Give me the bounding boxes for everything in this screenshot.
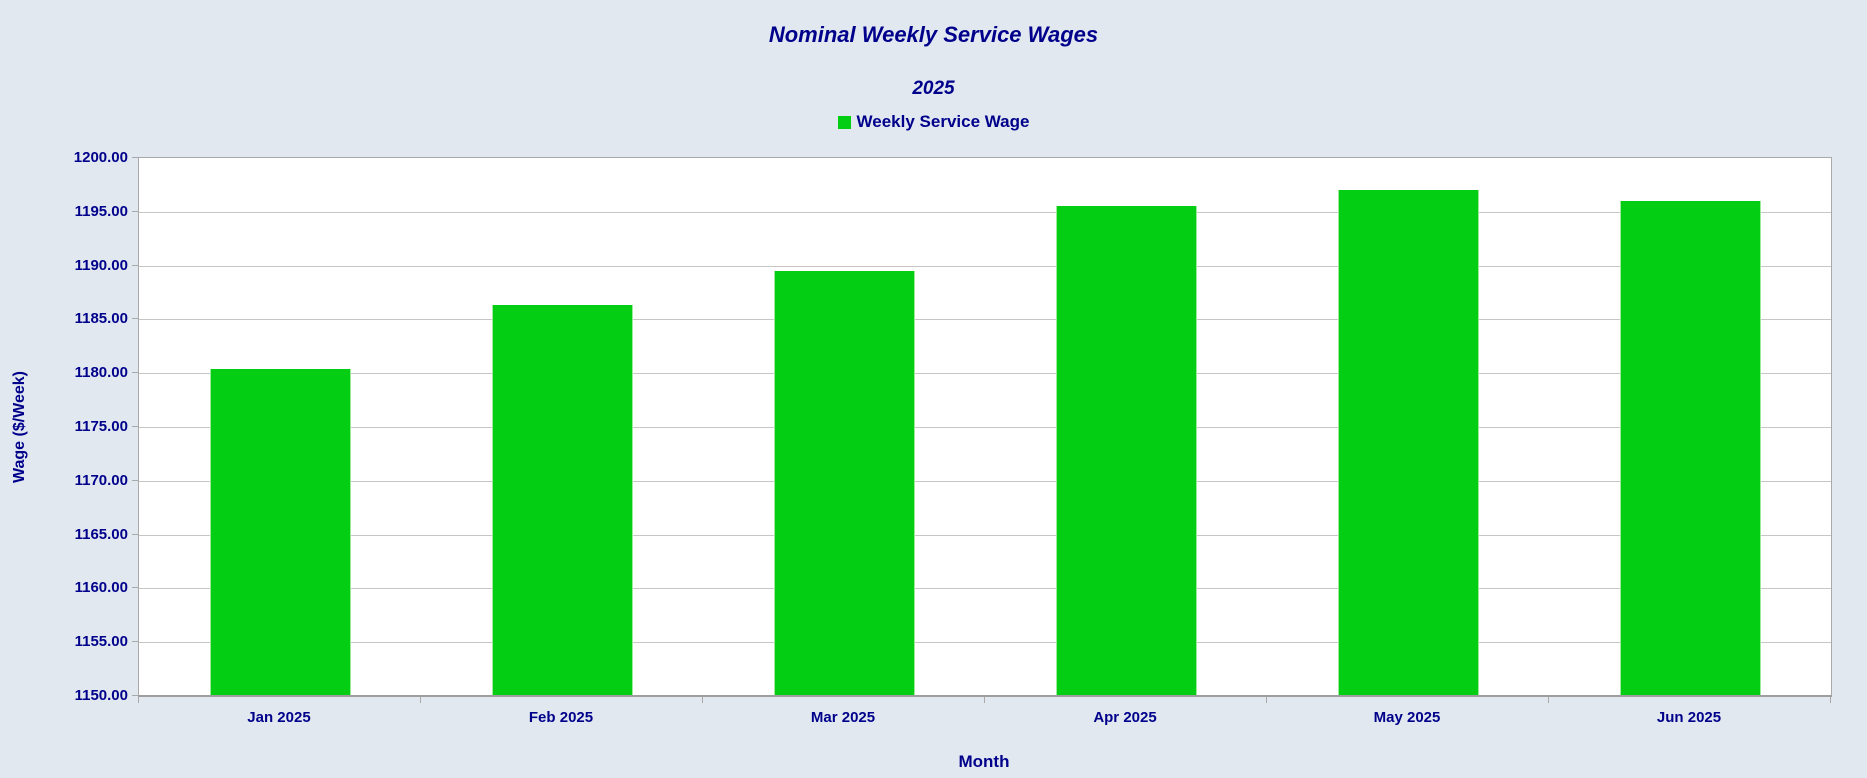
y-tick-label: 1175.00 (74, 418, 128, 435)
x-tick-mark (1830, 697, 1831, 703)
x-tick-label: Jan 2025 (247, 709, 311, 726)
x-tick-mark (1266, 697, 1267, 703)
y-tick-mark (132, 479, 138, 481)
x-tick-label: Feb 2025 (528, 709, 594, 726)
x-tick-mark (984, 697, 985, 703)
bar-feb-2025 (491, 305, 633, 696)
x-tick-mark (420, 697, 421, 703)
bar-apr-2025 (1055, 206, 1197, 696)
gridline (139, 373, 1831, 375)
y-tick-label: 1190.00 (74, 256, 128, 274)
x-axis-title: Month (958, 752, 1010, 771)
y-tick-label: 1180.00 (74, 364, 128, 382)
y-tick-label: 1195.00 (74, 202, 128, 220)
y-tick-mark (132, 641, 138, 643)
y-tick-mark (132, 318, 138, 320)
gridline (139, 642, 1831, 644)
gridline (139, 480, 1831, 482)
y-tick-mark (132, 157, 138, 158)
y-tick-label: 1165.00 (74, 525, 128, 543)
y-tick-mark (132, 264, 138, 266)
bar-jan-2025 (209, 368, 351, 696)
x-tick-mark (702, 697, 703, 703)
y-tick-mark (132, 426, 138, 427)
x-axis-line (138, 695, 1832, 697)
plot-area (138, 157, 1832, 697)
y-tick-label: 1170.00 (74, 471, 128, 489)
x-tick-label: Mar 2025 (810, 709, 876, 726)
y-tick-mark (132, 210, 138, 212)
y-tick-mark (132, 533, 138, 535)
y-tick-mark (132, 372, 138, 374)
gridline (139, 265, 1831, 267)
legend: Weekly Service Wage (0, 112, 1867, 132)
x-tick-mark (138, 697, 139, 703)
y-axis-title: Wage ($/Week) (11, 370, 28, 484)
chart-title: Nominal Weekly Service Wages (768, 22, 1099, 47)
gridline (139, 319, 1831, 321)
bar-jun-2025 (1619, 201, 1761, 696)
y-tick-label: 1155.00 (74, 633, 128, 651)
x-tick-label: Jun 2025 (1656, 709, 1722, 726)
gridline (139, 534, 1831, 536)
y-tick-mark (132, 695, 138, 696)
y-tick-label: 1200.00 (73, 149, 128, 166)
bar-may-2025 (1337, 190, 1479, 696)
chart-subtitle: 2025 (912, 78, 955, 99)
y-tick-mark (132, 587, 138, 589)
gridline (139, 211, 1831, 213)
x-tick-label: May 2025 (1373, 709, 1441, 726)
gridline (139, 427, 1831, 428)
bar-mar-2025 (773, 270, 915, 696)
y-tick-label: 1160.00 (74, 579, 128, 597)
legend-label: Weekly Service Wage (856, 112, 1030, 131)
y-tick-label: 1185.00 (74, 310, 128, 328)
legend-swatch-icon (837, 115, 851, 129)
gridline (139, 588, 1831, 590)
x-tick-label: Apr 2025 (1093, 709, 1157, 726)
x-tick-mark (1548, 697, 1549, 703)
y-tick-label: 1150.00 (74, 687, 128, 704)
